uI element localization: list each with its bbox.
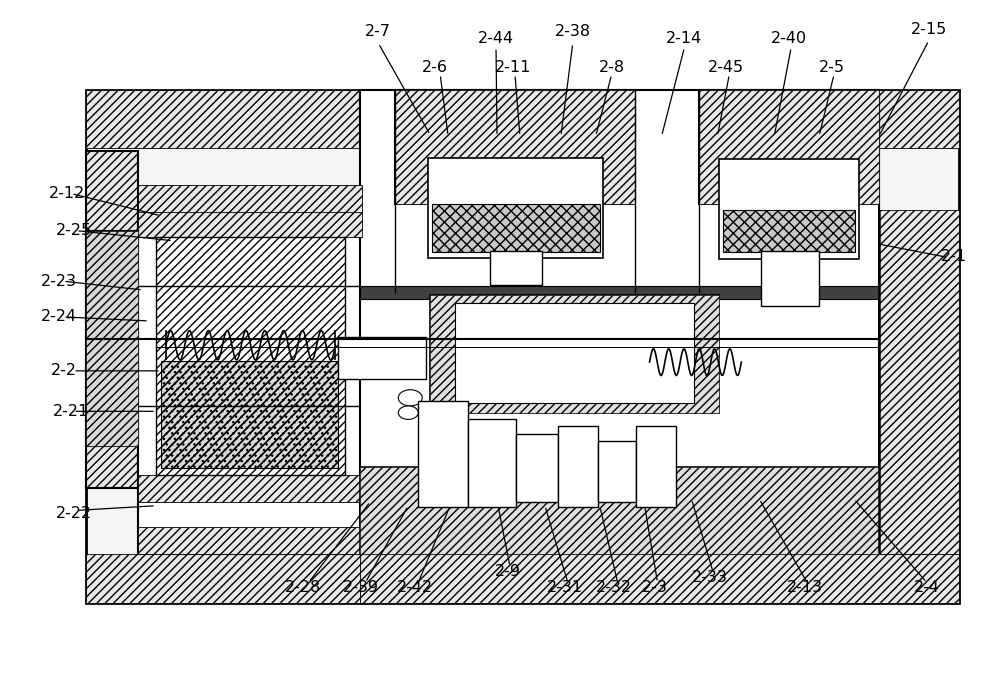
Bar <box>156 238 345 475</box>
Circle shape <box>398 390 422 406</box>
Text: 2-3: 2-3 <box>642 580 668 596</box>
Bar <box>161 362 338 468</box>
Bar <box>338 337 426 379</box>
Bar <box>432 204 600 253</box>
Bar <box>138 185 362 212</box>
Bar <box>455 303 694 403</box>
Bar <box>86 91 360 148</box>
Bar <box>156 238 345 475</box>
Bar <box>138 211 362 238</box>
Text: 2-28: 2-28 <box>284 580 321 596</box>
Text: 2-9: 2-9 <box>495 564 521 579</box>
Text: 2-7: 2-7 <box>365 24 391 39</box>
Text: 2-13: 2-13 <box>787 580 823 596</box>
Text: 2-11: 2-11 <box>495 60 531 75</box>
Text: 2-6: 2-6 <box>422 60 448 75</box>
Text: 2-32: 2-32 <box>596 580 632 596</box>
Bar <box>360 466 879 554</box>
Bar <box>468 420 516 507</box>
Text: 2-2: 2-2 <box>51 364 77 378</box>
Bar <box>719 159 859 259</box>
Circle shape <box>398 352 422 368</box>
Bar <box>395 91 635 204</box>
Text: 2-42: 2-42 <box>397 580 433 596</box>
Text: 2-24: 2-24 <box>41 309 77 324</box>
Bar <box>86 231 138 446</box>
Text: 2-45: 2-45 <box>708 60 744 75</box>
Text: 2-14: 2-14 <box>666 31 703 46</box>
Text: 2-15: 2-15 <box>911 22 947 37</box>
Text: 2-21: 2-21 <box>53 403 89 419</box>
Bar <box>428 158 603 257</box>
Bar <box>723 211 855 253</box>
Bar <box>879 211 959 554</box>
Text: 2-12: 2-12 <box>49 186 86 201</box>
Bar <box>360 466 879 554</box>
Text: 2-40: 2-40 <box>771 31 807 46</box>
Bar <box>86 554 360 603</box>
Text: 2-22: 2-22 <box>56 506 92 521</box>
Bar <box>430 294 719 413</box>
Bar <box>516 434 558 502</box>
Text: 2-33: 2-33 <box>691 570 727 586</box>
Bar <box>761 251 819 306</box>
Bar <box>86 151 138 488</box>
Bar <box>395 91 635 204</box>
Bar <box>699 91 879 204</box>
Text: 2-25: 2-25 <box>56 223 92 238</box>
Bar <box>430 294 719 413</box>
Bar <box>360 554 959 603</box>
Circle shape <box>398 406 418 420</box>
Text: 2-8: 2-8 <box>599 60 625 75</box>
Text: 2-38: 2-38 <box>555 24 591 39</box>
Bar <box>138 527 362 554</box>
Bar <box>558 426 598 507</box>
Bar <box>86 231 138 446</box>
Bar <box>598 441 636 502</box>
Bar <box>699 91 879 204</box>
Text: 2-23: 2-23 <box>41 274 77 288</box>
Bar <box>490 251 542 284</box>
Bar <box>161 362 338 468</box>
Bar <box>360 286 879 299</box>
Bar <box>360 91 879 554</box>
Text: 2-1: 2-1 <box>941 248 967 264</box>
Text: 2-4: 2-4 <box>914 580 940 596</box>
Bar <box>138 211 362 554</box>
Bar <box>138 475 362 502</box>
Bar <box>86 91 959 603</box>
Bar <box>360 91 959 148</box>
Bar <box>418 401 468 507</box>
Text: 2-5: 2-5 <box>819 60 845 75</box>
Text: 2-44: 2-44 <box>478 31 514 46</box>
Bar <box>636 426 676 507</box>
Text: 2-31: 2-31 <box>547 580 583 596</box>
Text: 2-39: 2-39 <box>342 580 378 596</box>
